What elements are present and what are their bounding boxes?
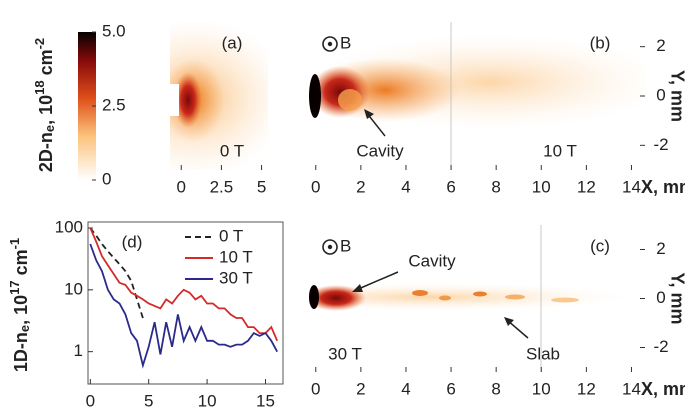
- field-label: B: [340, 236, 351, 255]
- colorbar-label: 2D-ne, 1018 cm-2: [32, 38, 57, 172]
- density-map: [170, 22, 268, 170]
- annotation: 30 T: [328, 344, 362, 363]
- colorbar-tick-label: 2.5: [102, 95, 126, 114]
- series-line: [89, 227, 279, 342]
- x-tick-label: 0: [311, 177, 320, 196]
- arrow-head: [352, 284, 363, 292]
- annotation: Cavity: [356, 141, 404, 160]
- colorbar-tick-label: 5.0: [102, 21, 126, 40]
- legend-label: 10 T: [219, 247, 253, 266]
- x-tick-label: 5: [257, 177, 266, 196]
- x-tick-label: 10: [532, 177, 551, 196]
- arrow-head: [364, 109, 374, 119]
- y-tick-label: 0: [656, 288, 665, 307]
- x-tick-label: 10: [532, 379, 551, 398]
- x-tick-label: 2: [356, 379, 365, 398]
- x-tick-label: 4: [401, 379, 410, 398]
- field-symbol-dot: [327, 41, 333, 47]
- field-symbol-dot: [327, 244, 333, 250]
- x-tick-label: 0: [86, 391, 95, 410]
- colorbar: [78, 32, 96, 180]
- x-tick-label: 4: [401, 177, 410, 196]
- y-tick-label: 1: [74, 341, 83, 360]
- x-tick-label: 6: [446, 177, 455, 196]
- x-tick-label: 12: [577, 177, 596, 196]
- panel-label: (a): [222, 33, 243, 52]
- x-tick-label: 2.5: [210, 177, 234, 196]
- annotation: 0 T: [220, 141, 244, 160]
- x-tick-label: 0: [177, 177, 186, 196]
- y-axis-label: Y, mm: [667, 70, 685, 122]
- x-tick-label: 10: [198, 391, 217, 410]
- y-tick-label: 100: [55, 217, 83, 236]
- annotation: 10 T: [543, 141, 577, 160]
- density-map: [309, 22, 645, 170]
- x-tick-label: 14: [622, 379, 641, 398]
- x-tick-label: 8: [491, 379, 500, 398]
- x-tick-label: 5: [144, 391, 153, 410]
- panel-label: (b): [590, 33, 611, 52]
- density-map: [309, 225, 645, 372]
- y-axis-label: 1D-ne, 1017 cm-1: [7, 238, 32, 372]
- field-symbol: [322, 36, 338, 52]
- legend-label: 0 T: [219, 226, 243, 245]
- annotation: Slab: [526, 344, 560, 363]
- panel-label: (d): [122, 232, 143, 251]
- y-tick-label: -2: [653, 337, 668, 356]
- y-tick-label: 2: [656, 36, 665, 55]
- x-tick-label: 14: [622, 177, 641, 196]
- series-line: [89, 227, 144, 319]
- series-line: [89, 243, 278, 369]
- field-label: B: [340, 33, 351, 52]
- arrow-head: [504, 317, 514, 326]
- y-axis-label: Y, mm: [667, 272, 685, 324]
- x-tick-label: 8: [491, 177, 500, 196]
- y-tick-label: 10: [64, 279, 83, 298]
- x-tick-label: 12: [577, 379, 596, 398]
- arrow: [355, 271, 399, 291]
- field-symbol: [322, 239, 338, 255]
- y-tick-label: 2: [656, 239, 665, 258]
- plot-frame: [87, 221, 284, 385]
- panel-label: (c): [590, 236, 610, 255]
- x-tick-label: 0: [311, 379, 320, 398]
- annotation: Cavity: [408, 251, 456, 270]
- x-axis-label: X, mm: [641, 177, 685, 197]
- x-tick-label: 6: [446, 379, 455, 398]
- x-tick-label: 15: [256, 391, 275, 410]
- y-tick-label: 0: [656, 85, 665, 104]
- y-tick-label: -2: [653, 135, 668, 154]
- colorbar-tick-label: 0: [102, 169, 111, 188]
- legend-label: 30 T: [219, 268, 253, 287]
- x-axis-label: X, mm: [641, 379, 685, 399]
- x-tick-label: 2: [356, 177, 365, 196]
